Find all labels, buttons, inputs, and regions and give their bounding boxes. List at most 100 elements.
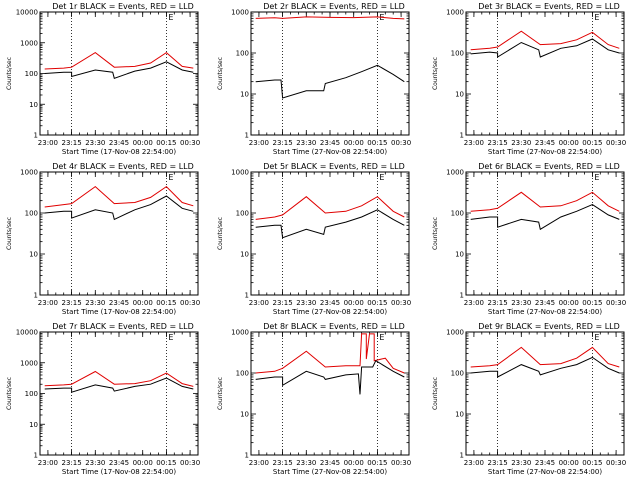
x-axis-title: Start Time (27-Nov-08 22:54:00): [488, 148, 602, 156]
detector-panel: Det 9r BLACK = Events, RED = LLD 1 10 100 10…: [432, 322, 626, 476]
x-tick-label: 23:00: [464, 459, 484, 467]
x-tick-label: 23:00: [464, 139, 484, 147]
y-axis-title: Counts/sec: [432, 377, 439, 410]
lld-series-line: [44, 51, 194, 70]
y-tick-label: 1000: [20, 39, 38, 47]
y-tick-label: 1000: [231, 329, 249, 337]
y-tick-label: 100: [451, 210, 464, 218]
x-axis-title: Start Time (27-Nov-08 22:54:00): [273, 308, 387, 316]
y-axis-title: Counts/sec: [217, 217, 224, 250]
x-tick-label: 23:45: [320, 139, 340, 147]
x-tick-label: 23:45: [535, 139, 555, 147]
panel-title: Det 5r BLACK = Events, RED = LLD: [263, 162, 405, 171]
events-series-line: [255, 209, 405, 239]
x-tick-label: 23:30: [85, 299, 105, 307]
x-tick-label: 00:15: [367, 459, 387, 467]
x-tick-label: 23:45: [109, 139, 129, 147]
x-axis-title: Start Time (27-Nov-08 22:54:00): [488, 308, 602, 316]
y-tick-label: 10: [455, 251, 464, 259]
x-tick-label: 23:30: [85, 459, 105, 467]
lld-series-line: [470, 346, 620, 368]
x-tick-label: 23:45: [109, 459, 129, 467]
time-marker-label: E: [379, 173, 384, 182]
detector-panel: Det 3r BLACK = Events, RED = LLD 1 10 100 10…: [432, 2, 626, 156]
events-series-line: [255, 359, 405, 395]
y-tick-label: 100: [451, 50, 464, 58]
detector-panel: Det 5r BLACK = Events, RED = LLD 1 10 100 10…: [217, 162, 411, 316]
y-axis-title: Counts/sec: [432, 217, 439, 250]
x-tick-label: 23:45: [320, 299, 340, 307]
panel-title: Det 1r BLACK = Events, RED = LLD: [52, 2, 194, 11]
x-tick-label: 00:15: [582, 459, 602, 467]
x-tick-label: 23:30: [85, 139, 105, 147]
x-tick-label: 00:00: [344, 139, 364, 147]
x-tick-label: 00:30: [180, 139, 200, 147]
time-marker-label: E: [594, 173, 599, 182]
x-tick-label: 23:00: [38, 299, 58, 307]
x-tick-label: 00:00: [133, 299, 153, 307]
y-tick-label: 10: [240, 411, 249, 419]
y-tick-label: 10: [455, 411, 464, 419]
x-tick-label: 23:15: [62, 459, 82, 467]
x-tick-label: 23:45: [535, 299, 555, 307]
y-axis-title: Counts/sec: [6, 377, 13, 410]
y-tick-label: 100: [25, 70, 38, 78]
x-tick-label: 00:30: [391, 299, 411, 307]
y-tick-label: 100: [236, 210, 249, 218]
x-tick-label: 00:00: [133, 459, 153, 467]
lld-series-line: [255, 196, 405, 220]
events-series-line: [470, 204, 620, 231]
time-marker-label: E: [168, 13, 173, 22]
x-tick-label: 00:30: [606, 139, 626, 147]
lld-series-line: [470, 191, 620, 212]
time-marker-label: E: [594, 333, 599, 342]
x-tick-label: 00:15: [367, 299, 387, 307]
y-tick-label: 1: [460, 292, 464, 300]
x-tick-label: 00:30: [606, 299, 626, 307]
x-tick-label: 23:30: [296, 139, 316, 147]
detector-panel: Det 6r BLACK = Events, RED = LLD 1 10 100 10…: [432, 162, 626, 316]
x-tick-label: 00:00: [559, 299, 579, 307]
x-tick-label: 00:00: [559, 139, 579, 147]
x-tick-label: 23:30: [296, 459, 316, 467]
y-axis-title: Counts/sec: [217, 377, 224, 410]
x-tick-label: 00:00: [133, 139, 153, 147]
lld-series-line: [44, 185, 194, 208]
x-tick-label: 23:15: [62, 139, 82, 147]
x-tick-label: 23:45: [535, 459, 555, 467]
x-tick-label: 00:15: [582, 139, 602, 147]
x-tick-label: 00:30: [391, 459, 411, 467]
panel-title: Det 3r BLACK = Events, RED = LLD: [478, 2, 620, 11]
x-tick-label: 00:30: [606, 459, 626, 467]
y-axis-title: Counts/sec: [432, 57, 439, 90]
x-tick-label: 00:30: [391, 139, 411, 147]
x-tick-label: 00:15: [156, 459, 176, 467]
y-tick-label: 10: [240, 91, 249, 99]
detector-panel: Det 8r BLACK = Events, RED = LLD 1 10 100 10…: [217, 322, 411, 476]
x-tick-label: 00:15: [156, 139, 176, 147]
x-tick-label: 23:00: [38, 139, 58, 147]
y-tick-label: 1000: [446, 169, 464, 177]
x-tick-label: 23:30: [511, 299, 531, 307]
time-marker-label: E: [168, 333, 173, 342]
y-tick-label: 10: [240, 251, 249, 259]
y-tick-label: 10: [455, 91, 464, 99]
x-tick-label: 23:15: [488, 459, 508, 467]
x-axis-title: Start Time (17-Nov-08 22:54:00): [62, 148, 176, 156]
x-tick-label: 00:15: [367, 139, 387, 147]
detector-panel: Det 4r BLACK = Events, RED = LLD 1 10 100 10…: [6, 162, 200, 316]
events-series-line: [255, 64, 405, 99]
y-tick-label: 1000: [231, 169, 249, 177]
x-tick-label: 23:15: [62, 299, 82, 307]
panel-title: Det 8r BLACK = Events, RED = LLD: [263, 322, 405, 331]
y-tick-label: 10: [29, 101, 38, 109]
y-tick-label: 100: [236, 50, 249, 58]
x-tick-label: 23:00: [249, 139, 269, 147]
y-tick-label: 1: [460, 132, 464, 140]
time-marker-label: E: [594, 13, 599, 22]
y-tick-label: 1000: [20, 169, 38, 177]
y-tick-label: 100: [25, 210, 38, 218]
panel-title: Det 2r BLACK = Events, RED = LLD: [263, 2, 405, 11]
x-tick-label: 23:15: [273, 459, 293, 467]
